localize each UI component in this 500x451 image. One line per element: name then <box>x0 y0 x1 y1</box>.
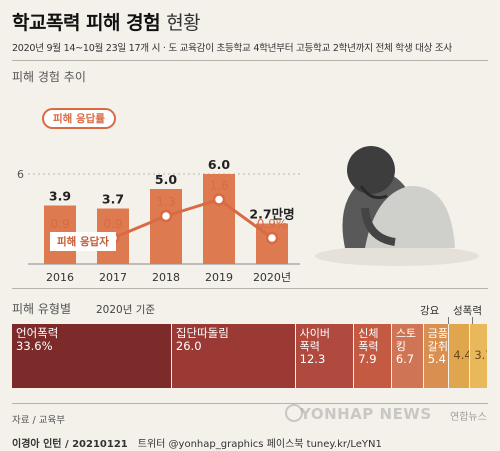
footer-credit: 이경아 인턴 / 20210121 <box>12 439 128 450</box>
bar-value-label: 2.7만명 <box>249 207 294 222</box>
type-segment-name: 금품 갈취 <box>427 327 448 353</box>
y-tick-label: 6 <box>17 168 24 181</box>
type-segment: 사이버 폭력 12.3 <box>295 324 355 388</box>
rate-legend-pill: 피해 응답률 <box>42 108 116 129</box>
type-stacked-bar: 언어폭력 33.6% 집단따돌림 26.0 사이버 폭력 12.3 신체 폭력 7.9 스토킹 6… <box>12 324 488 388</box>
x-category-label: 2016 <box>46 271 74 284</box>
x-category-label: 2017 <box>99 271 127 284</box>
type-segment-name: 스토킹 <box>395 327 417 353</box>
type-segment: 4.4 <box>449 324 471 388</box>
type-segment-value: 5.4 <box>427 352 446 366</box>
type-segment-value: 7.9 <box>358 352 377 366</box>
type-segment-name: 신체 폭력 <box>358 327 379 353</box>
rate-point <box>265 231 279 245</box>
type-segment-name: 집단따돌림 <box>175 326 229 340</box>
type-segment: 집단따돌림 26.0 <box>171 324 296 388</box>
x-category-label: 2018 <box>152 271 180 284</box>
bar-value-label: 6.0 <box>208 157 230 172</box>
section-type-note: 2020년 기준 <box>96 304 156 316</box>
yonhap-circle-icon <box>285 404 303 422</box>
top-divider <box>12 60 488 61</box>
x-category-label: 2020년 <box>253 271 291 284</box>
crouching-student-illustration <box>315 146 479 266</box>
rate-value-label: 1.6 <box>209 179 228 193</box>
footer: 이경아 인턴 / 20210121 트위터 @yonhap_graphics 페이… <box>12 435 382 450</box>
type-segment-name: 언어폭력 <box>16 326 59 340</box>
source-note: 자료 / 교육부 <box>12 415 65 426</box>
type-segment: 언어폭력 33.6% <box>12 324 172 388</box>
type-segment: 신체 폭력 7.9 <box>354 324 392 388</box>
rate-value-label: 1.3 <box>156 195 175 209</box>
page-subtitle: 2020년 9월 14~10월 23일 17개 시 · 도 교육감이 초등학교 … <box>12 43 452 54</box>
type-segment-value: 3.7 <box>474 348 487 362</box>
rate-value-label: 0.9 <box>103 217 122 231</box>
bar-value-label: 3.9 <box>49 189 71 204</box>
page-title: 학교폭력 피해 경험 현황 <box>12 8 201 35</box>
type-segment-value: 26.0 <box>175 339 202 353</box>
type-segment: 금품 갈취 5.4 <box>423 324 450 388</box>
x-category-label: 2019 <box>205 271 233 284</box>
type-segment-value: 4.4 <box>453 348 471 362</box>
middle-divider <box>12 288 488 289</box>
yonhap-logo: 연합뉴스 <box>450 412 487 423</box>
footer-sns: 트위터 @yonhap_graphics 페이스북 tuney.kr/LeYN1 <box>137 439 382 450</box>
rate-value-label: 0.9 <box>50 217 69 231</box>
title-main: 학교폭력 피해 경험 <box>12 12 161 34</box>
section-trend-title: 피해 경험 추이 <box>12 70 86 84</box>
respondents-legend-box: 피해 응답자 <box>50 232 116 251</box>
type-segment-name: 사이버 폭력 <box>299 327 331 353</box>
type-segment: 스토킹 6.7 <box>391 324 424 388</box>
title-light: 현황 <box>166 12 201 34</box>
bar-value-label: 5.0 <box>155 172 177 187</box>
rate-point <box>159 209 173 223</box>
respondents-bar <box>203 174 235 264</box>
type-segment-value: 6.7 <box>395 352 415 366</box>
watermark: YONHAP NEWS <box>300 405 432 423</box>
section-type-title: 피해 유형별 <box>12 302 72 316</box>
bar-value-label: 3.7 <box>102 192 124 207</box>
rate-value-label: 0.9% <box>257 217 288 231</box>
type-segment-value: 12.3 <box>299 352 326 366</box>
type-segment-value: 33.6% <box>16 339 53 353</box>
bottom-divider <box>12 403 488 404</box>
type-segment: 3.7 <box>470 324 488 388</box>
respondents-bar <box>150 189 182 264</box>
label-sexual-violence: 성폭력 <box>453 305 482 317</box>
rate-point <box>212 193 226 206</box>
label-coercion: 강요 <box>420 305 440 317</box>
trend-chart: 6 3.9 2016 3.7 2017 5.0 2018 6.0 2019 2.7만명 2020년 0… <box>17 157 300 284</box>
